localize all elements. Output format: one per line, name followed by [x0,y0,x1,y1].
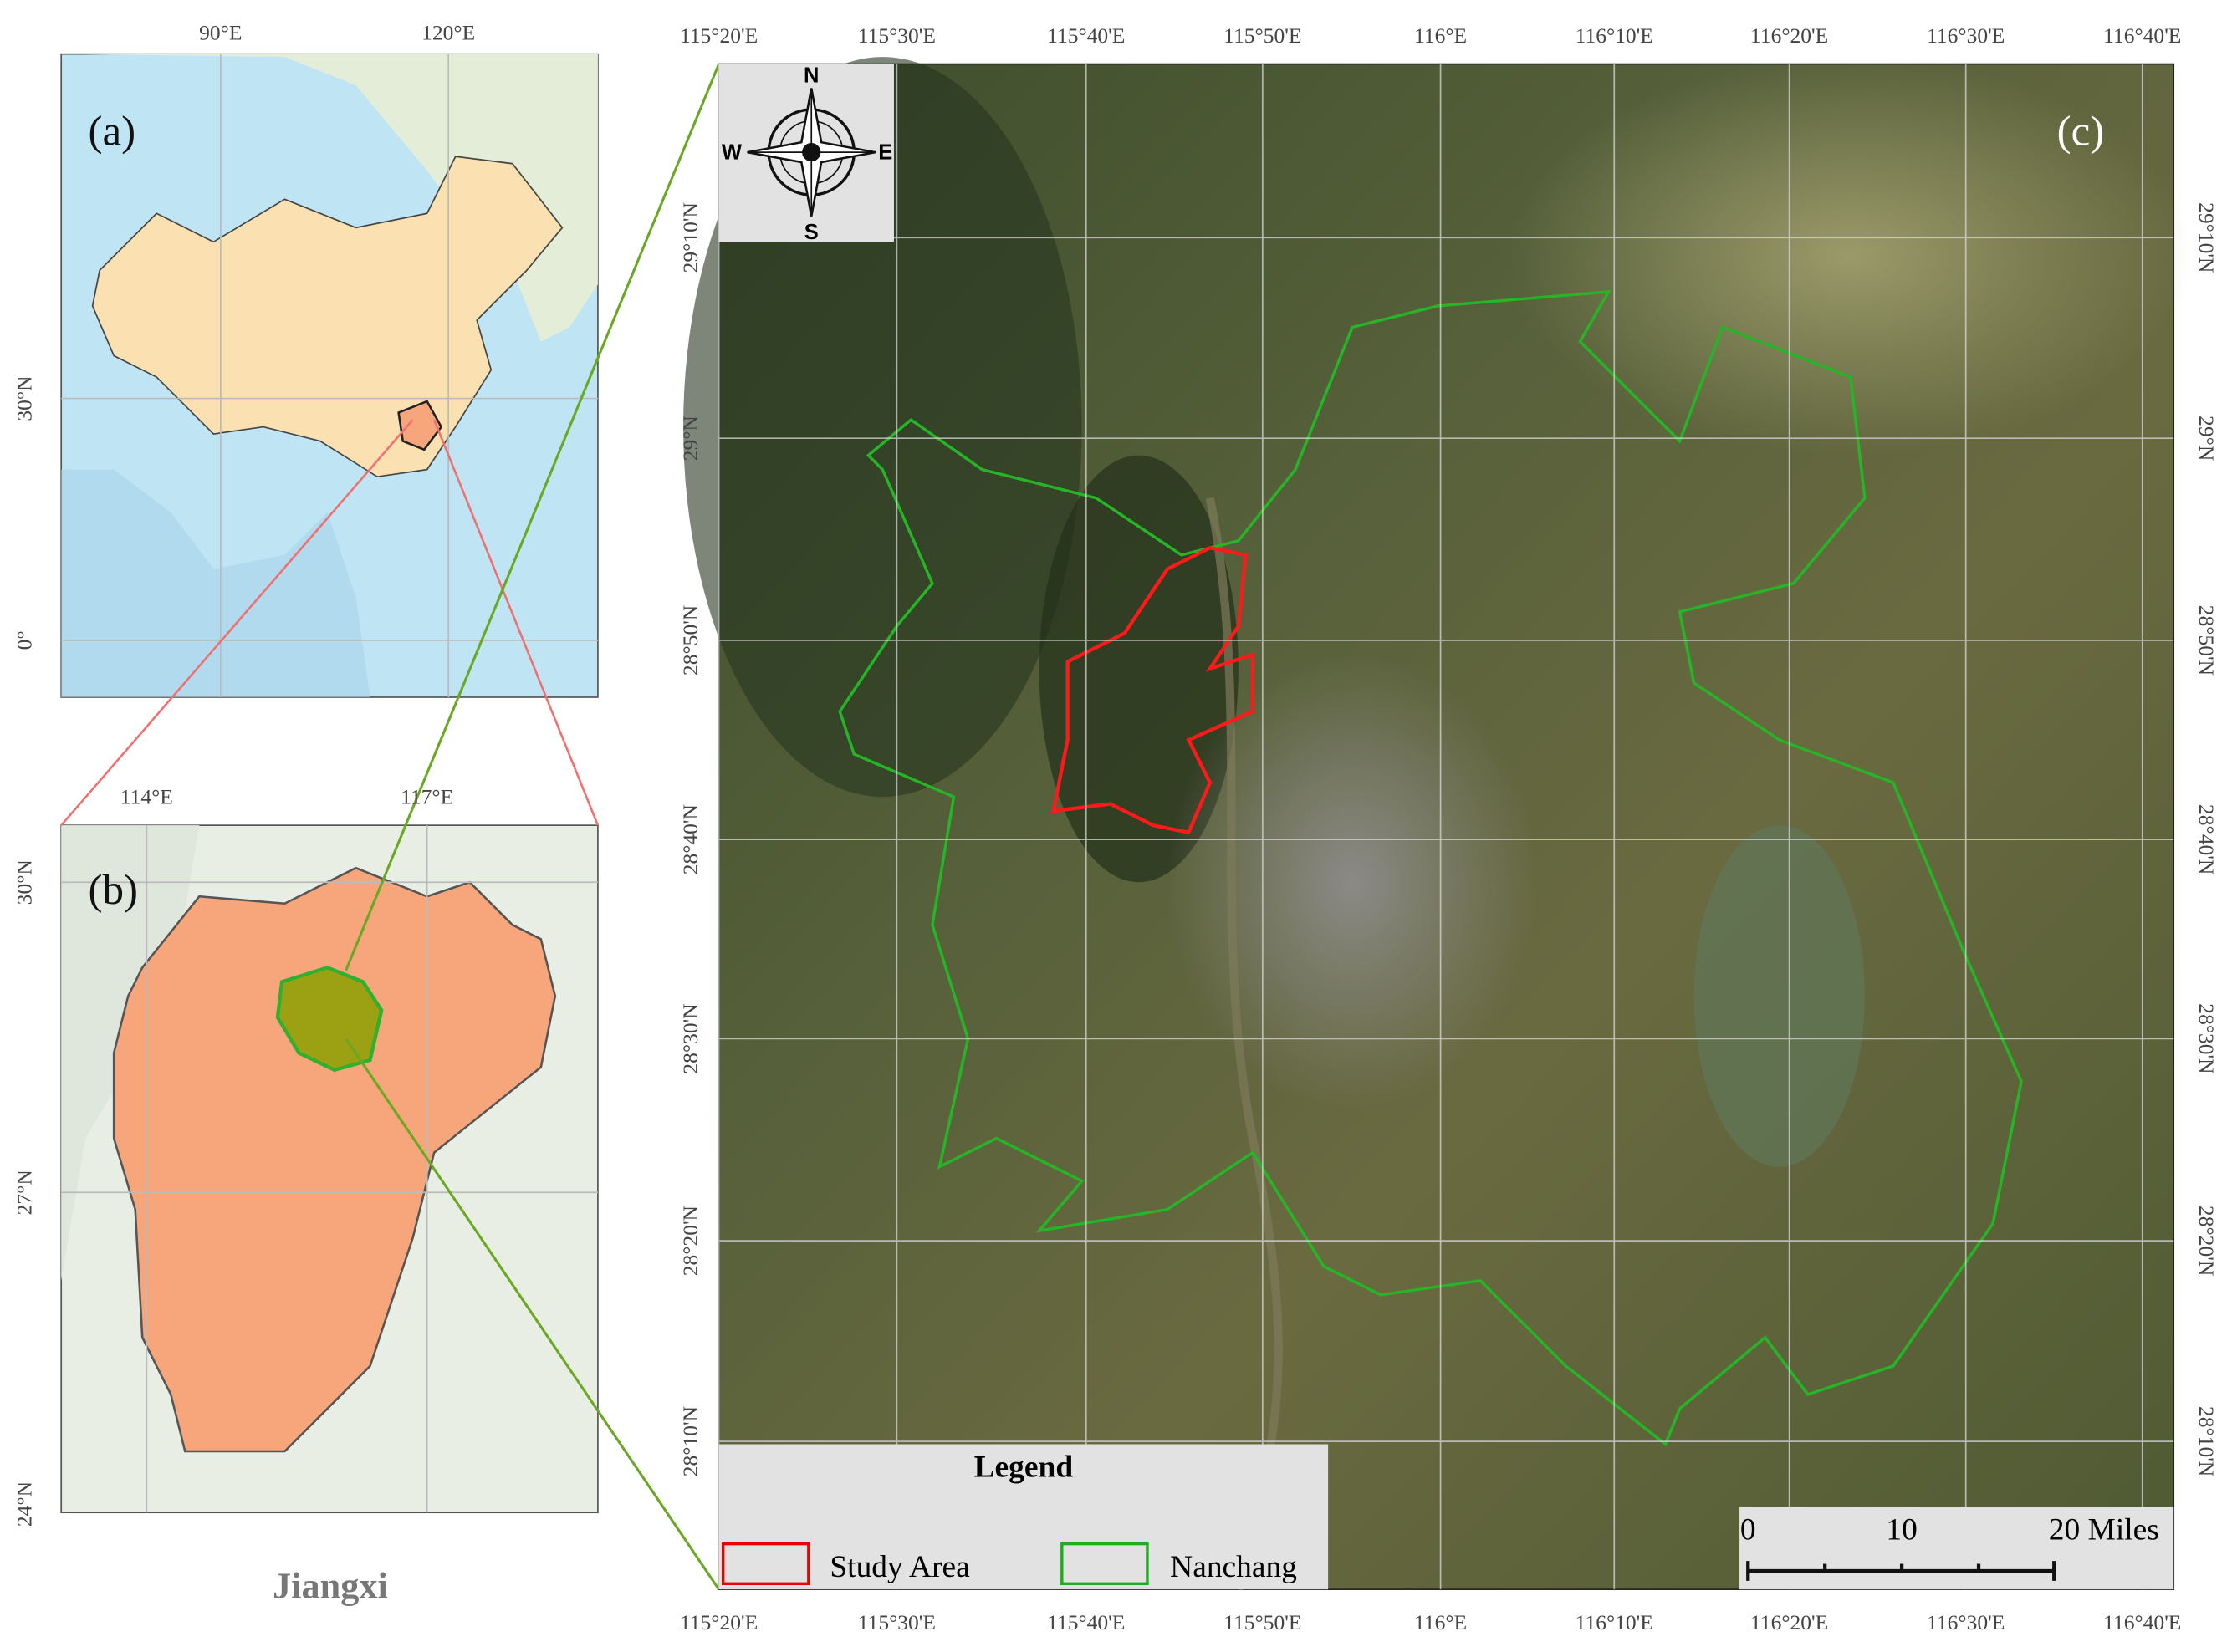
lat-tick-label: 30°N [12,859,36,905]
compass [747,88,876,217]
lat-tick-label: 28°40'N [2194,804,2219,874]
lon-tick-label: 115°30'E [858,1610,936,1634]
lat-tick-label: 28°20'N [678,1206,702,1276]
lon-tick-label: 115°40'E [1047,23,1125,48]
lon-tick-label: 116°E [1414,23,1467,48]
lon-tick-label: 115°20'E [680,23,758,48]
lat-tick-label: 29°N [678,416,702,461]
lat-tick-label: 28°20'N [2194,1206,2219,1276]
panel-c: N S E W Legend Study Area Nanchang 0 10 … [683,57,2193,1591]
scale-label: 10 [1886,1513,1917,1547]
lon-tick-label: 116°20'E [1750,23,1828,48]
lat-tick-label: 29°10'N [678,202,702,273]
lat-tick-label: 24°N [12,1481,36,1527]
lat-tick-label: 28°10'N [2194,1406,2219,1476]
lon-tick-label: 116°10'E [1576,1610,1653,1634]
scale-label: 0 [1740,1513,1756,1547]
lat-tick-label: 28°30'N [2194,1003,2219,1073]
legend [718,1444,1329,1590]
lon-tick-label: 120°E [421,21,475,45]
lon-tick-label: 116°30'E [1927,1610,2005,1634]
lon-tick-label: 116°40'E [2103,23,2181,48]
panel-caption: Jiangxi [273,1565,388,1606]
panel-label: (a) [89,108,136,156]
lon-tick-label: 115°40'E [1047,1610,1125,1634]
lat-tick-label: 28°10'N [678,1406,702,1476]
lon-tick-label: 115°50'E [1223,1610,1301,1634]
legend-title: Legend [974,1451,1074,1485]
compass-n: N [804,64,819,88]
lon-tick-label: 117°E [401,785,453,809]
lon-tick-label: 115°20'E [680,1610,758,1634]
connector [60,64,721,1590]
compass-w: W [722,141,743,165]
lat-tick-label: 30°N [12,375,36,421]
lat-tick-label: 28°50'N [678,605,702,676]
panel-b [60,824,599,1514]
lon-tick-label: 90°E [199,21,242,45]
compass-e: E [878,141,892,165]
lon-tick-label: 116°40'E [2103,1610,2181,1634]
lat-tick-label: 0° [12,630,36,650]
lon-tick-label: 116°20'E [1750,1610,1828,1634]
lat-tick-label: 29°10'N [2194,202,2219,273]
compass-s: S [804,221,819,244]
lon-tick-label: 116°E [1414,1610,1467,1634]
panel-a [60,53,599,698]
lat-tick-label: 28°40'N [678,804,702,874]
scale-label: 20 Miles [2049,1513,2159,1547]
lat-tick-label: 27°N [12,1170,36,1215]
legend-item: Study Area [830,1550,970,1584]
lon-tick-label: 115°50'E [1223,23,1301,48]
panel-label: (c) [2057,108,2105,156]
lat-tick-label: 28°30'N [678,1003,702,1073]
panel-label: (b) [89,866,139,914]
lat-tick-label: 28°50'N [2194,605,2219,676]
scale-bar [1739,1507,2174,1590]
lon-tick-label: 116°10'E [1576,23,1653,48]
lat-tick-label: 29°N [2194,416,2219,461]
legend-item: Nanchang [1170,1550,1297,1584]
lon-tick-label: 116°30'E [1927,23,2005,48]
lon-tick-label: 115°30'E [858,23,936,48]
lon-tick-label: 114°E [120,785,173,809]
